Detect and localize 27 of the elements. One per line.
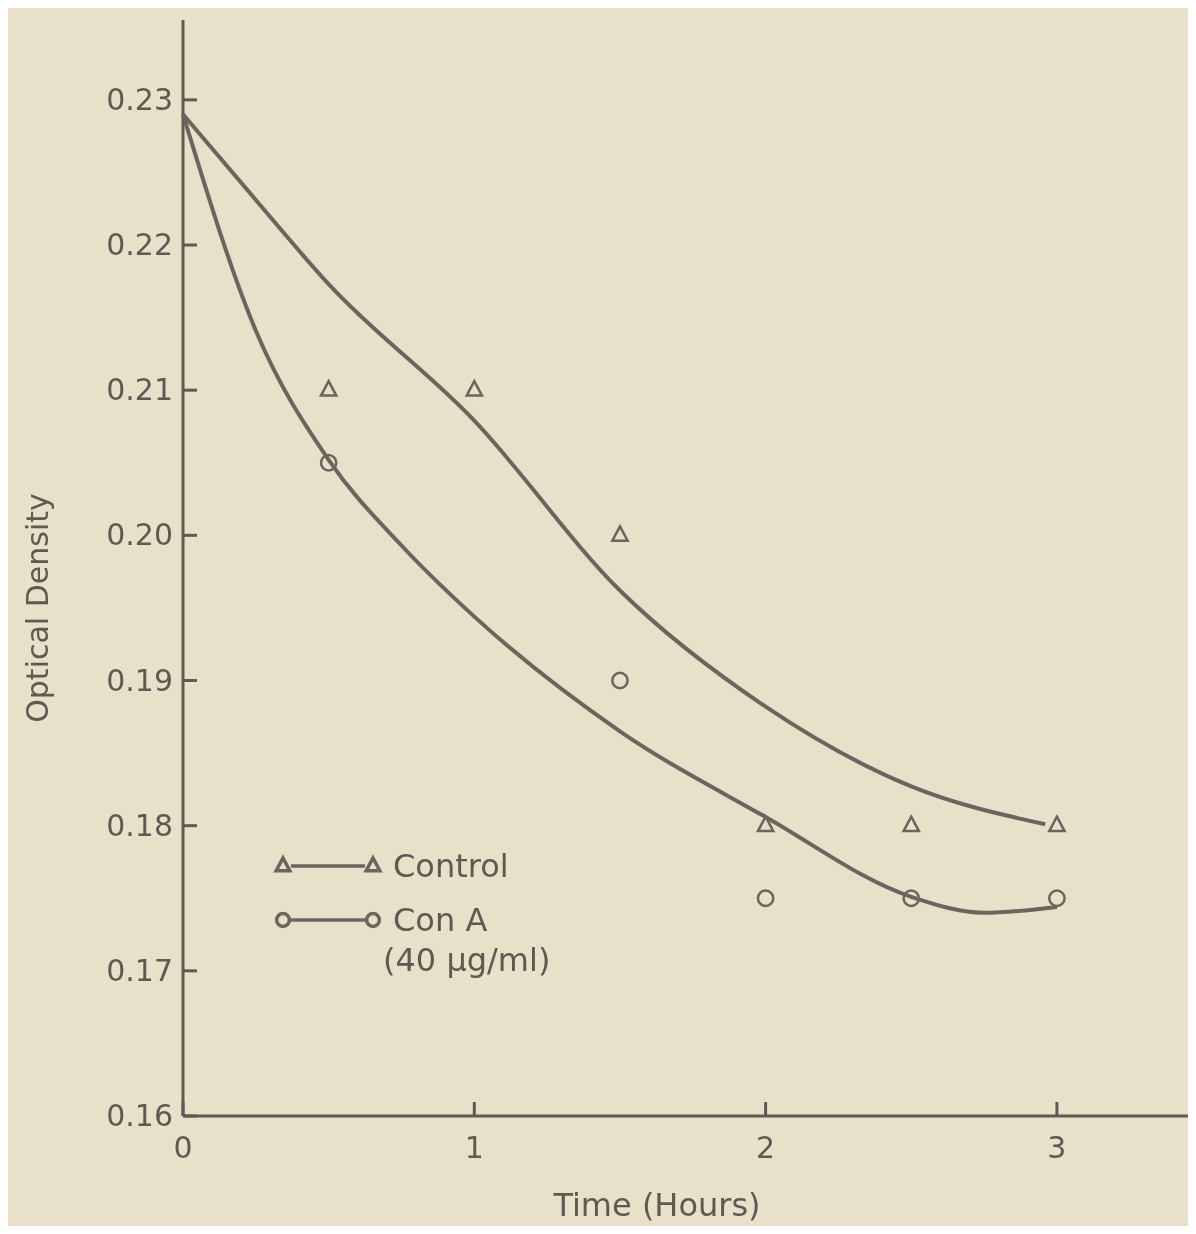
point	[465, 379, 484, 397]
point	[611, 525, 629, 542]
x-tick-label: 2	[756, 1130, 776, 1165]
point	[756, 889, 775, 908]
point	[319, 379, 338, 397]
point	[902, 889, 921, 908]
y-tick-label: 0.19	[106, 662, 173, 698]
point	[756, 815, 775, 833]
point	[1048, 889, 1066, 908]
point	[319, 453, 338, 472]
y-axis-title: Optical Density	[20, 493, 55, 723]
y-tick-label: 0.21	[106, 372, 173, 408]
point	[611, 671, 629, 690]
x-tick-label: 1	[464, 1130, 484, 1165]
y-tick-label: 0.23	[106, 81, 173, 117]
y-tick-label: 0.16	[106, 1098, 173, 1133]
point	[902, 815, 921, 833]
legend-label: Con A (40 μg/ml)	[383, 901, 551, 979]
x-axis-title: Time (Hours)	[552, 1186, 761, 1224]
point	[1048, 815, 1066, 833]
y-tick-label: 0.22	[106, 227, 173, 263]
x-tick-label: 3	[1047, 1130, 1067, 1165]
legend-label: Control	[393, 847, 509, 885]
y-tick-label: 0.17	[106, 952, 173, 988]
x-tick-label: 0	[173, 1130, 193, 1165]
y-tick-label: 0.20	[106, 517, 173, 553]
y-tick-label: 0.18	[106, 807, 173, 843]
